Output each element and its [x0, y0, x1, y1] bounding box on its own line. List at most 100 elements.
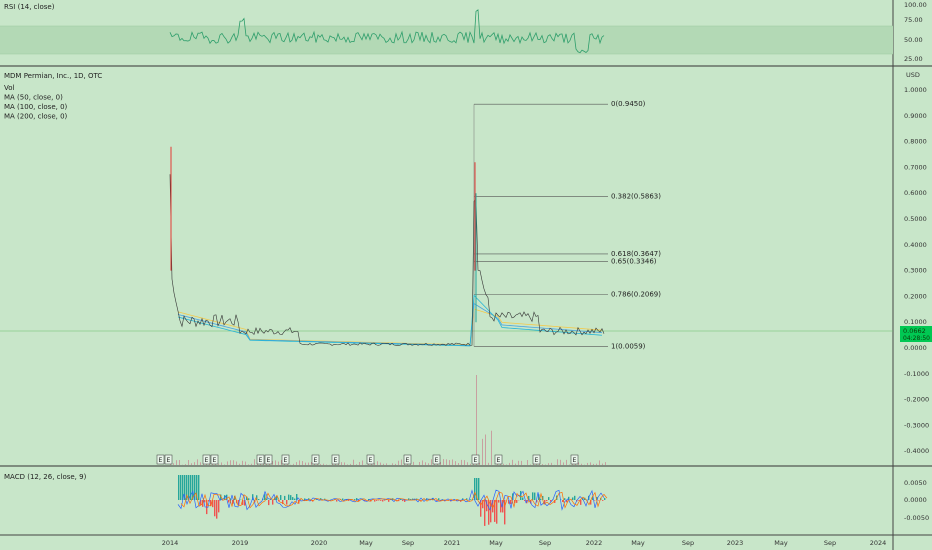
volume-bar [353, 459, 354, 465]
macd-hist-bar [218, 500, 220, 513]
macd-hist-bar [304, 498, 306, 500]
volume-bar [272, 460, 273, 465]
macd-hist-bar [572, 497, 574, 500]
earnings-marker-box[interactable] [156, 454, 165, 465]
volume-bar [530, 464, 531, 465]
macd-hist-bar [512, 493, 514, 500]
volume-bar [461, 459, 462, 465]
earnings-marker-box[interactable] [281, 454, 290, 465]
macd-hist-bar [494, 500, 496, 522]
time-axis-tick: May [631, 539, 645, 547]
earnings-marker-box[interactable] [164, 454, 173, 465]
volume-bar [344, 462, 345, 465]
volume-bar [281, 460, 282, 465]
earnings-marker-box[interactable] [432, 454, 441, 465]
macd-hist-bar [384, 500, 386, 501]
earnings-marker-box[interactable] [494, 454, 503, 465]
macd-hist-bar [592, 496, 594, 500]
volume-bar [245, 461, 246, 465]
time-axis: 2014 2019 2020 May Sep 2021 May Sep 2022 May Sep 20… [162, 539, 887, 547]
macd-hist-bar [540, 498, 542, 500]
macd-hist-bar [520, 490, 522, 500]
earnings-marker-box[interactable] [256, 454, 265, 465]
macd-hist-bar [292, 497, 294, 500]
earnings-marker-box[interactable] [471, 454, 480, 465]
macd-hist-bar [470, 499, 472, 500]
time-axis-tick: 2014 [162, 539, 179, 547]
volume-bar [431, 459, 432, 465]
macd-hist-bar [554, 500, 556, 503]
macd-hist-bar [226, 494, 228, 500]
macd-hist-bar [578, 500, 580, 501]
price-axis-tick: 0.0000 [904, 344, 927, 352]
volume-bar [326, 464, 327, 465]
volume-bar [230, 460, 231, 465]
volume-bar [302, 461, 303, 465]
volume-bar [506, 464, 507, 465]
legend-item: Vol [4, 84, 15, 92]
price-axis-tick: 0.7000 [904, 163, 927, 171]
macd-hist-bar [294, 498, 296, 500]
rsi-axis-tick: 75.00 [904, 16, 923, 24]
time-axis-tick: Sep [539, 539, 551, 547]
earnings-marker-box[interactable] [570, 454, 579, 465]
macd-hist-bar [296, 494, 298, 500]
macd-hist-bar [524, 500, 526, 501]
time-axis-tick: 2020 [311, 539, 328, 547]
volume-bar [191, 463, 192, 465]
earnings-marker-box[interactable] [202, 454, 211, 465]
macd-hist-bar [184, 475, 186, 500]
fibonacci-retracement: 0(0.9450) 0.382(0.5863) 0.618(0.3647)0.65(… [473, 100, 661, 350]
volume-bar [491, 430, 492, 465]
volume-bar [275, 460, 276, 465]
volume-bar [311, 461, 312, 465]
macd-hist-bar [316, 499, 318, 500]
volume-bar [320, 464, 321, 465]
earnings-marker-box[interactable] [532, 454, 541, 465]
volume-bar [242, 460, 243, 465]
macd-hist-bar [432, 498, 434, 500]
volume-bar [380, 462, 381, 465]
macd-hist-bar [202, 500, 204, 507]
volume-bar [341, 462, 342, 465]
earnings-marker-box[interactable] [311, 454, 320, 465]
earnings-marker-label: E [213, 457, 217, 464]
rsi-axis-tick: 50.00 [904, 36, 923, 44]
earnings-marker-box[interactable] [210, 454, 219, 465]
macd-hist-bar [282, 500, 284, 504]
volume-bar [392, 463, 393, 465]
volume-bar [203, 463, 204, 465]
time-axis-tick: 2022 [586, 539, 603, 547]
time-axis-tick: 2021 [444, 539, 461, 547]
earnings-marker-box[interactable] [366, 454, 375, 465]
earnings-marker-box[interactable] [264, 454, 273, 465]
macd-hist-bar [278, 500, 280, 502]
volume-bar [488, 462, 489, 465]
earnings-marker-label: E [284, 457, 288, 464]
volume-bar [419, 462, 420, 465]
volume-bar [440, 462, 441, 465]
fib-level-label: 0(0.9450) [611, 100, 646, 108]
macd-hist-bar [242, 500, 244, 505]
volume-bar [185, 464, 186, 465]
rsi-band [0, 26, 893, 54]
volume-bar [377, 461, 378, 465]
macd-hist-bar [388, 500, 390, 502]
macd-hist-bar [500, 500, 502, 513]
earnings-marker-box[interactable] [331, 454, 340, 465]
macd-hist-bar [276, 495, 278, 500]
macd-hist-bar [492, 500, 494, 513]
volume-bar [386, 463, 387, 465]
earnings-marker-box[interactable] [403, 454, 412, 465]
volume-bar [482, 438, 483, 465]
main-legend: Vol MA (50, close, 0)MA (100, close, 0) MA… [4, 84, 68, 121]
macd-hist-bar [542, 495, 544, 500]
volume-bar [593, 463, 594, 465]
volume-bar [350, 463, 351, 465]
price-axis-tick: 0.2000 [904, 292, 927, 300]
volume-bar [479, 462, 480, 465]
legend-item: MA (100, close, 0) [4, 103, 68, 111]
macd-hist-bar [516, 500, 518, 503]
volume-bar [590, 462, 591, 465]
